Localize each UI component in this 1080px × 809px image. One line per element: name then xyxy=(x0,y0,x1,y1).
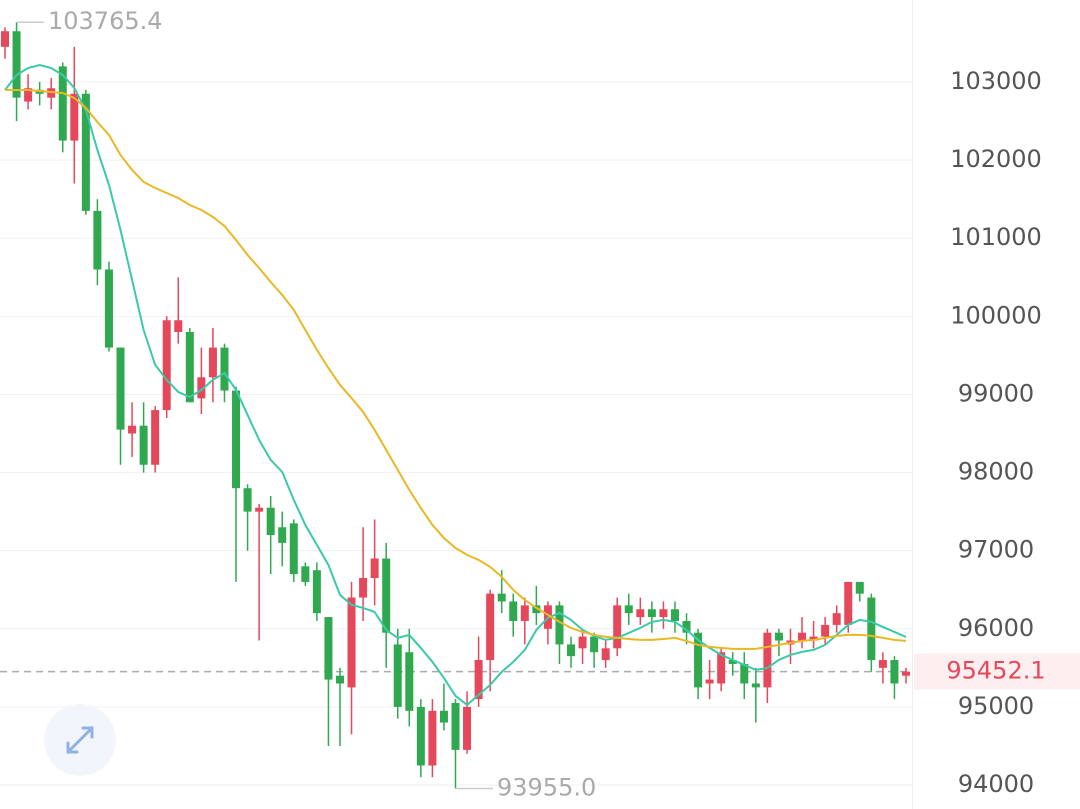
candle-body xyxy=(832,613,841,625)
y-tick-label: 103000 xyxy=(950,67,1042,95)
candle-body xyxy=(12,31,21,98)
candle-body xyxy=(509,601,518,621)
y-tick-label: 101000 xyxy=(950,223,1042,251)
candle-body xyxy=(682,620,691,633)
candle-body xyxy=(902,671,910,676)
candle-body xyxy=(416,706,425,766)
candle-body xyxy=(104,269,113,348)
candle-body xyxy=(590,636,599,653)
expand-button[interactable] xyxy=(44,704,116,776)
candle-body xyxy=(601,648,610,661)
candle-body xyxy=(809,636,818,641)
candle-body xyxy=(844,581,853,625)
candle-body xyxy=(24,88,33,102)
y-tick-label: 96000 xyxy=(958,614,1034,642)
y-tick-label: 102000 xyxy=(950,145,1042,173)
candle-body xyxy=(289,523,298,575)
candle-body xyxy=(359,578,368,598)
candle-body xyxy=(139,425,148,465)
candle-body xyxy=(243,488,252,512)
candle-body xyxy=(567,644,576,657)
candle-body xyxy=(486,593,495,661)
candle-body xyxy=(532,605,541,614)
candle-body xyxy=(81,93,90,211)
y-tick-label: 100000 xyxy=(950,301,1042,329)
candle-body xyxy=(174,320,183,332)
expand-icon[interactable] xyxy=(66,726,94,754)
y-tick-label: 94000 xyxy=(958,770,1034,798)
candle-body xyxy=(324,617,333,680)
candle-body xyxy=(208,347,217,378)
candle-body xyxy=(278,527,287,543)
candle-body xyxy=(370,558,379,579)
candle-body xyxy=(740,663,749,684)
candle-body xyxy=(474,660,483,700)
candle-body xyxy=(185,331,194,403)
ma-line xyxy=(5,89,907,650)
y-tick-label: 95000 xyxy=(958,692,1034,720)
candle-body xyxy=(116,347,125,430)
candle-body xyxy=(93,210,102,270)
candle-body xyxy=(197,377,206,399)
min-marker-label: 93955.0 xyxy=(497,774,596,802)
candle-body xyxy=(451,703,460,750)
candle-body xyxy=(301,566,310,582)
candle-body xyxy=(405,652,414,711)
candle-body xyxy=(555,605,564,645)
candle-body xyxy=(439,710,448,723)
candle-body xyxy=(763,632,772,688)
candle-body xyxy=(393,644,402,707)
candle-body xyxy=(312,570,321,614)
candle-body xyxy=(578,636,587,649)
candle-body xyxy=(520,605,529,621)
last-price-label: 95452.1 xyxy=(946,657,1045,685)
candle-body xyxy=(717,652,726,684)
candle-body xyxy=(70,93,79,141)
candle-body xyxy=(659,609,668,618)
candle-body xyxy=(613,605,622,649)
candle-body xyxy=(1,31,9,47)
y-tick-label: 97000 xyxy=(958,536,1034,564)
candle-body xyxy=(890,660,899,684)
y-tick-label: 99000 xyxy=(958,379,1034,407)
candle-body xyxy=(255,507,264,512)
candle-body xyxy=(798,632,807,641)
candle-body xyxy=(347,597,356,688)
candle-body xyxy=(128,425,137,434)
candle-body xyxy=(774,632,783,641)
candle-body xyxy=(151,410,160,465)
candle-body xyxy=(497,593,506,602)
candle-body xyxy=(463,706,472,750)
candle-body xyxy=(728,660,737,664)
candle-body xyxy=(751,683,760,688)
candle-body xyxy=(821,624,830,637)
candle-body xyxy=(58,66,67,141)
candle-body xyxy=(624,605,633,614)
candle-body xyxy=(220,347,229,391)
candle-body xyxy=(266,507,275,536)
candle-body xyxy=(428,710,437,766)
ma-line xyxy=(4,63,907,707)
candle-body xyxy=(705,679,714,684)
candle-body xyxy=(694,632,703,688)
candle-body xyxy=(878,660,887,668)
last-price-badge xyxy=(914,653,1080,690)
candle-body xyxy=(335,675,344,684)
candle-body xyxy=(867,597,876,661)
candle-body xyxy=(636,609,645,618)
candle-body xyxy=(647,609,656,618)
y-tick-label: 98000 xyxy=(958,458,1034,486)
candle-body xyxy=(855,581,864,594)
candle-body xyxy=(670,609,679,621)
max-marker-label: 103765.4 xyxy=(48,7,163,35)
candle-body xyxy=(232,390,241,489)
candle-body xyxy=(382,558,391,633)
candle-body xyxy=(162,320,171,411)
